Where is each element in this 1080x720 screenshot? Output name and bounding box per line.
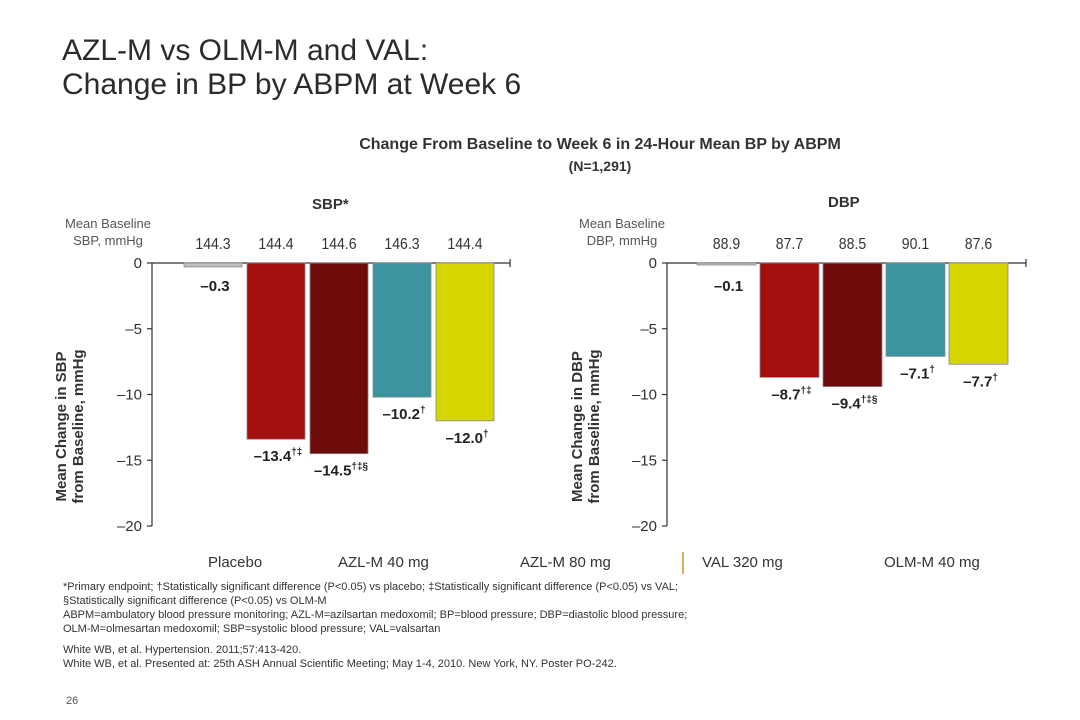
legend-azl-m-40: AZL-M 40 mg xyxy=(338,554,429,571)
dbp-baseline-label-line-2: DBP, mmHg xyxy=(586,233,658,248)
slide-title-line-1: AZL-M vs OLM-M and VAL: xyxy=(62,34,429,67)
sbp-baseline-label: Mean Baseline SBP, mmHg xyxy=(48,215,168,249)
legend-placebo: Placebo xyxy=(208,554,263,571)
sbp-y-tick-label: –10 xyxy=(117,387,142,404)
reference-1: White WB, et al. Hypertension. 2011;57:4… xyxy=(63,644,302,656)
dbp-y-tick-label: –20 xyxy=(632,518,657,535)
dbp-bar-4 xyxy=(948,262,1009,365)
dbp-value-label-0: –0.1 xyxy=(714,278,743,295)
footnote-line-2: §Statistically significant difference (P… xyxy=(63,595,327,607)
sbp-baseline-label-line-1: Mean Baseline xyxy=(65,216,151,231)
sbp-baseline-label-line-2: SBP, mmHg xyxy=(73,233,143,248)
dbp-value-text-4: –7.7 xyxy=(963,373,992,390)
dbp-bar-2 xyxy=(822,262,883,388)
dbp-value-mark-4: † xyxy=(992,372,998,383)
dbp-baseline-label-line-1: Mean Baseline xyxy=(579,216,665,231)
sbp-value-text-1: –13.4 xyxy=(254,448,292,465)
sbp-value-mark-3: † xyxy=(420,405,426,416)
dbp-value-label-3: –7.1† xyxy=(900,364,935,382)
dbp-value-label-2: –9.4†‡§ xyxy=(832,395,878,413)
dbp-value-label-4: –7.7† xyxy=(963,372,998,390)
chart-subtitle: (N=1,291) xyxy=(568,158,632,174)
sbp-bar-4 xyxy=(435,262,495,422)
dbp-baseline-value-0: 88.9 xyxy=(713,235,740,253)
dbp-y-label-line-1: Mean Change in DBP xyxy=(569,351,586,502)
dbp-bar-0 xyxy=(696,262,757,266)
sbp-y-tick-label: –5 xyxy=(125,321,142,338)
sbp-value-text-2: –14.5 xyxy=(314,463,352,480)
sbp-bar-2 xyxy=(309,262,369,455)
sbp-panel-title: SBP* xyxy=(312,196,349,213)
reference-2: White WB, et al. Presented at: 25th ASH … xyxy=(63,658,617,670)
sbp-bar-0 xyxy=(183,262,243,268)
sbp-value-mark-2: †‡§ xyxy=(351,462,368,473)
dbp-y-tick-label: –5 xyxy=(640,321,657,338)
dbp-y-tick-label: 0 xyxy=(649,255,657,272)
sbp-value-text-0: –0.3 xyxy=(200,278,229,295)
sbp-value-mark-4: † xyxy=(483,429,489,440)
sbp-baseline-value-3: 146.3 xyxy=(384,235,419,253)
sbp-y-tick-label: –20 xyxy=(117,518,142,535)
legend-val-320: VAL 320 mg xyxy=(702,554,783,571)
dbp-value-mark-3: † xyxy=(929,364,935,375)
sbp-y-tick-label: 0 xyxy=(134,255,142,272)
dbp-value-label-1: –8.7†‡ xyxy=(771,385,811,403)
legend-divider xyxy=(682,552,684,574)
dbp-value-text-0: –0.1 xyxy=(714,278,743,295)
slide-title-line-2: Change in BP by ABPM at Week 6 xyxy=(62,68,522,101)
dbp-baseline-value-3: 90.1 xyxy=(902,235,929,253)
sbp-y-tick-label: –15 xyxy=(117,452,142,469)
footnote-line-4: OLM-M=olmesartan medoxomil; SBP=systolic… xyxy=(63,623,441,635)
legend-olm-m-40: OLM-M 40 mg xyxy=(884,554,980,571)
sbp-baseline-value-1: 144.4 xyxy=(258,235,293,253)
dbp-value-text-1: –8.7 xyxy=(771,386,800,403)
sbp-value-label-1: –13.4†‡ xyxy=(254,447,303,465)
slide-title: AZL-M vs OLM-M and VAL: Change in BP by … xyxy=(62,34,521,102)
sbp-value-label-3: –10.2† xyxy=(382,405,425,423)
dbp-bar-3 xyxy=(885,262,946,357)
sbp-value-text-4: –12.0 xyxy=(445,430,483,447)
dbp-value-mark-1: †‡ xyxy=(801,385,812,396)
chart-title: Change From Baseline to Week 6 in 24-Hou… xyxy=(359,136,841,153)
sbp-y-label-line-1: Mean Change in SBP xyxy=(53,351,70,501)
dbp-panel-title: DBP xyxy=(828,194,860,211)
dbp-y-label-line-2: from Baseline, mmHg xyxy=(586,349,603,503)
sbp-baseline-value-4: 144.4 xyxy=(447,235,482,253)
sbp-value-mark-1: †‡ xyxy=(291,447,302,458)
dbp-baseline-value-2: 88.5 xyxy=(839,235,866,253)
sbp-baseline-value-0: 144.3 xyxy=(195,235,230,253)
dbp-value-text-2: –9.4 xyxy=(832,396,862,413)
sbp-value-text-3: –10.2 xyxy=(382,406,420,423)
dbp-y-tick-label: –10 xyxy=(632,387,657,404)
dbp-bar-1 xyxy=(759,262,820,378)
sbp-bar-3 xyxy=(372,262,432,398)
sbp-value-label-4: –12.0† xyxy=(445,429,488,447)
sbp-baseline-value-2: 144.6 xyxy=(321,235,356,253)
dbp-baseline-value-4: 87.6 xyxy=(965,235,992,253)
page-number: 26 xyxy=(66,695,79,707)
sbp-value-label-0: –0.3 xyxy=(200,278,229,295)
legend-azl-m-80: AZL-M 80 mg xyxy=(520,554,611,571)
sbp-bar-1 xyxy=(246,262,306,440)
sbp-y-label-line-2: from Baseline, mmHg xyxy=(70,349,87,503)
footnote-line-3: ABPM=ambulatory blood pressure monitorin… xyxy=(63,609,688,621)
dbp-y-tick-label: –15 xyxy=(632,452,657,469)
dbp-baseline-label: Mean Baseline DBP, mmHg xyxy=(562,215,682,249)
dbp-baseline-value-1: 87.7 xyxy=(776,235,803,253)
dbp-value-mark-2: †‡§ xyxy=(861,395,878,406)
footnote-line-1: *Primary endpoint; †Statistically signif… xyxy=(63,581,679,593)
dbp-value-text-3: –7.1 xyxy=(900,365,929,382)
sbp-value-label-2: –14.5†‡§ xyxy=(314,462,369,480)
